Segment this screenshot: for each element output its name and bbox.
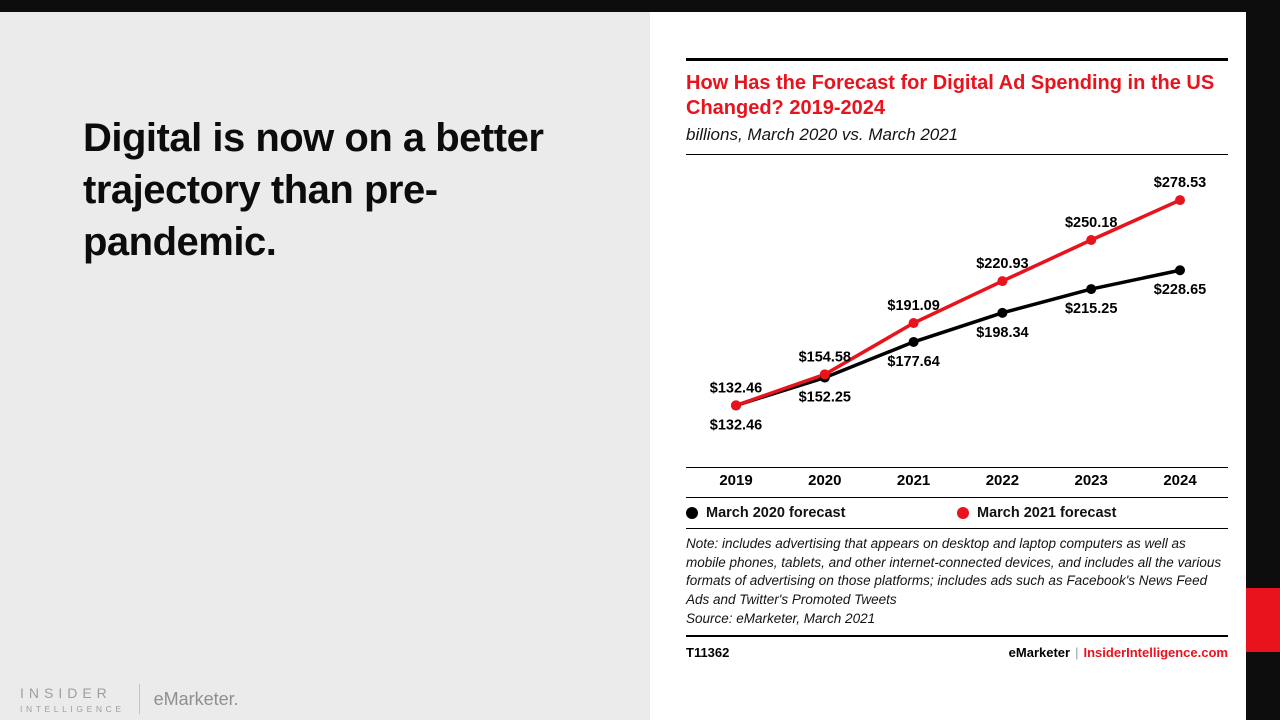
data-point-label: $152.25 — [799, 390, 851, 406]
x-axis-label: 2021 — [896, 472, 931, 489]
chart-source: Source: eMarketer, March 2021 — [686, 610, 876, 626]
data-point — [731, 400, 741, 411]
data-point-label: $154.58 — [799, 349, 851, 365]
divider-top — [686, 58, 1228, 61]
right-edge-strip — [1246, 0, 1280, 720]
data-point-label: $228.65 — [1154, 282, 1206, 298]
data-point-label: $132.46 — [710, 380, 762, 396]
data-point-label: $278.53 — [1154, 175, 1206, 191]
chart-legend: March 2020 forecast March 2021 forecast — [686, 498, 1228, 528]
data-point — [819, 369, 830, 380]
red-accent-block — [1246, 588, 1280, 652]
legend-label: March 2021 forecast — [977, 505, 1117, 521]
left-panel: Digital is now on a better trajectory th… — [0, 12, 650, 720]
chart-note: Note: includes advertising that appears … — [686, 536, 1222, 607]
chart-title: How Has the Forecast for Digital Ad Spen… — [686, 72, 1215, 119]
logo-divider — [138, 684, 140, 714]
x-axis-label: 2019 — [719, 472, 753, 489]
brand-site-link[interactable]: InsiderIntelligence.com — [1083, 645, 1229, 661]
data-point-label: $132.46 — [710, 417, 762, 433]
data-point-label: $191.09 — [887, 298, 939, 314]
data-point-label: $215.25 — [1065, 301, 1117, 317]
footer-logo: INSIDER INTELLIGENCE eMarketer. — [20, 684, 239, 714]
divider — [686, 497, 1228, 498]
series-line — [735, 268, 1181, 408]
chart-id: T11362 — [686, 645, 730, 661]
legend-dot-icon — [957, 507, 969, 519]
chart-card: How Has the Forecast for Digital Ad Spen… — [686, 58, 1228, 660]
divider — [686, 154, 1228, 155]
brand-separator: | — [1075, 645, 1079, 661]
data-point-label: $177.64 — [887, 354, 939, 370]
x-axis-label: 2020 — [808, 472, 842, 489]
data-point — [997, 276, 1008, 287]
data-point — [997, 307, 1008, 318]
x-axis-label: 2024 — [1163, 472, 1197, 489]
x-axis-label: 2023 — [1074, 472, 1108, 489]
data-point — [908, 318, 919, 329]
headline: Digital is now on a better trajectory th… — [83, 116, 544, 264]
data-point — [908, 336, 919, 347]
data-point — [1086, 234, 1097, 245]
x-axis: 2019 2020 2021 2022 2023 2024 — [686, 472, 1228, 494]
legend-dot-icon — [686, 507, 698, 519]
x-axis-line — [686, 467, 1228, 468]
card-footer: T11362 eMarketer | InsiderIntelligence.com — [686, 637, 1228, 660]
data-point — [1175, 265, 1185, 276]
x-axis-label: 2022 — [985, 472, 1020, 489]
legend-label: March 2020 forecast — [706, 505, 846, 521]
brand-emarketer: eMarketer — [1008, 645, 1071, 661]
line-chart: $132.46 $152.25 $177.64 $198.34 $215.25 $228.… — [710, 175, 1206, 433]
chart-panel: How Has the Forecast for Digital Ad Spen… — [650, 12, 1246, 720]
intelligence-wordmark: INTELLIGENCE — [20, 703, 125, 714]
data-point-label: $220.93 — [976, 256, 1028, 272]
legend-item: March 2021 forecast — [957, 505, 1228, 521]
chart-subtitle: billions, March 2020 vs. March 2021 — [686, 125, 959, 144]
brand-line: eMarketer | InsiderIntelligence.com — [1009, 645, 1228, 660]
legend-item: March 2020 forecast — [686, 505, 957, 521]
divider-bottom — [686, 635, 1228, 638]
data-point — [1175, 195, 1185, 206]
insider-intelligence-logo: INSIDER INTELLIGENCE — [20, 685, 125, 714]
data-point-label: $250.18 — [1065, 215, 1117, 231]
insider-wordmark: INSIDER — [20, 684, 112, 701]
data-point-label: $198.34 — [976, 325, 1028, 341]
series-line — [735, 198, 1181, 408]
data-point — [1086, 284, 1097, 295]
divider — [686, 528, 1228, 529]
emarketer-wordmark: eMarketer. — [153, 688, 239, 709]
